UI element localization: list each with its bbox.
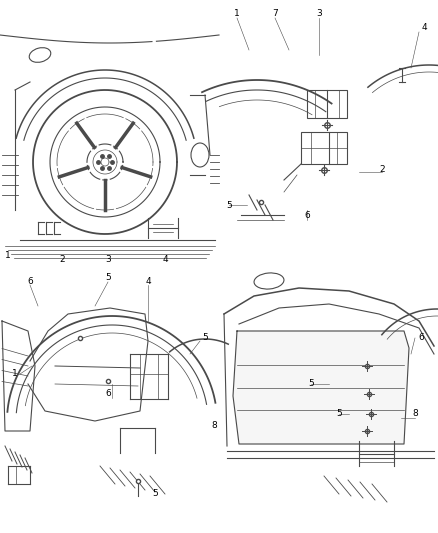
Text: 5: 5 <box>308 379 314 389</box>
Text: 1: 1 <box>234 10 240 19</box>
Text: 4: 4 <box>145 277 151 286</box>
Text: 5: 5 <box>336 409 342 418</box>
Text: 2: 2 <box>59 255 65 264</box>
Text: 3: 3 <box>105 255 111 264</box>
Text: 1: 1 <box>5 251 11 260</box>
Text: 4: 4 <box>421 23 427 33</box>
Text: 6: 6 <box>27 277 33 286</box>
Text: 6: 6 <box>418 334 424 343</box>
Text: 5: 5 <box>202 334 208 343</box>
Polygon shape <box>233 331 409 444</box>
Text: 4: 4 <box>162 255 168 264</box>
Text: 3: 3 <box>316 10 322 19</box>
Bar <box>301 132 347 164</box>
Text: 5: 5 <box>152 489 158 498</box>
Text: 8: 8 <box>412 409 418 418</box>
Text: 5: 5 <box>226 200 232 209</box>
Text: 2: 2 <box>379 166 385 174</box>
Text: 6: 6 <box>105 390 111 399</box>
Text: 8: 8 <box>211 422 217 431</box>
Text: 6: 6 <box>304 211 310 220</box>
Text: 7: 7 <box>272 10 278 19</box>
Text: 1: 1 <box>12 369 18 378</box>
Bar <box>307 90 347 118</box>
Text: 5: 5 <box>105 273 111 282</box>
